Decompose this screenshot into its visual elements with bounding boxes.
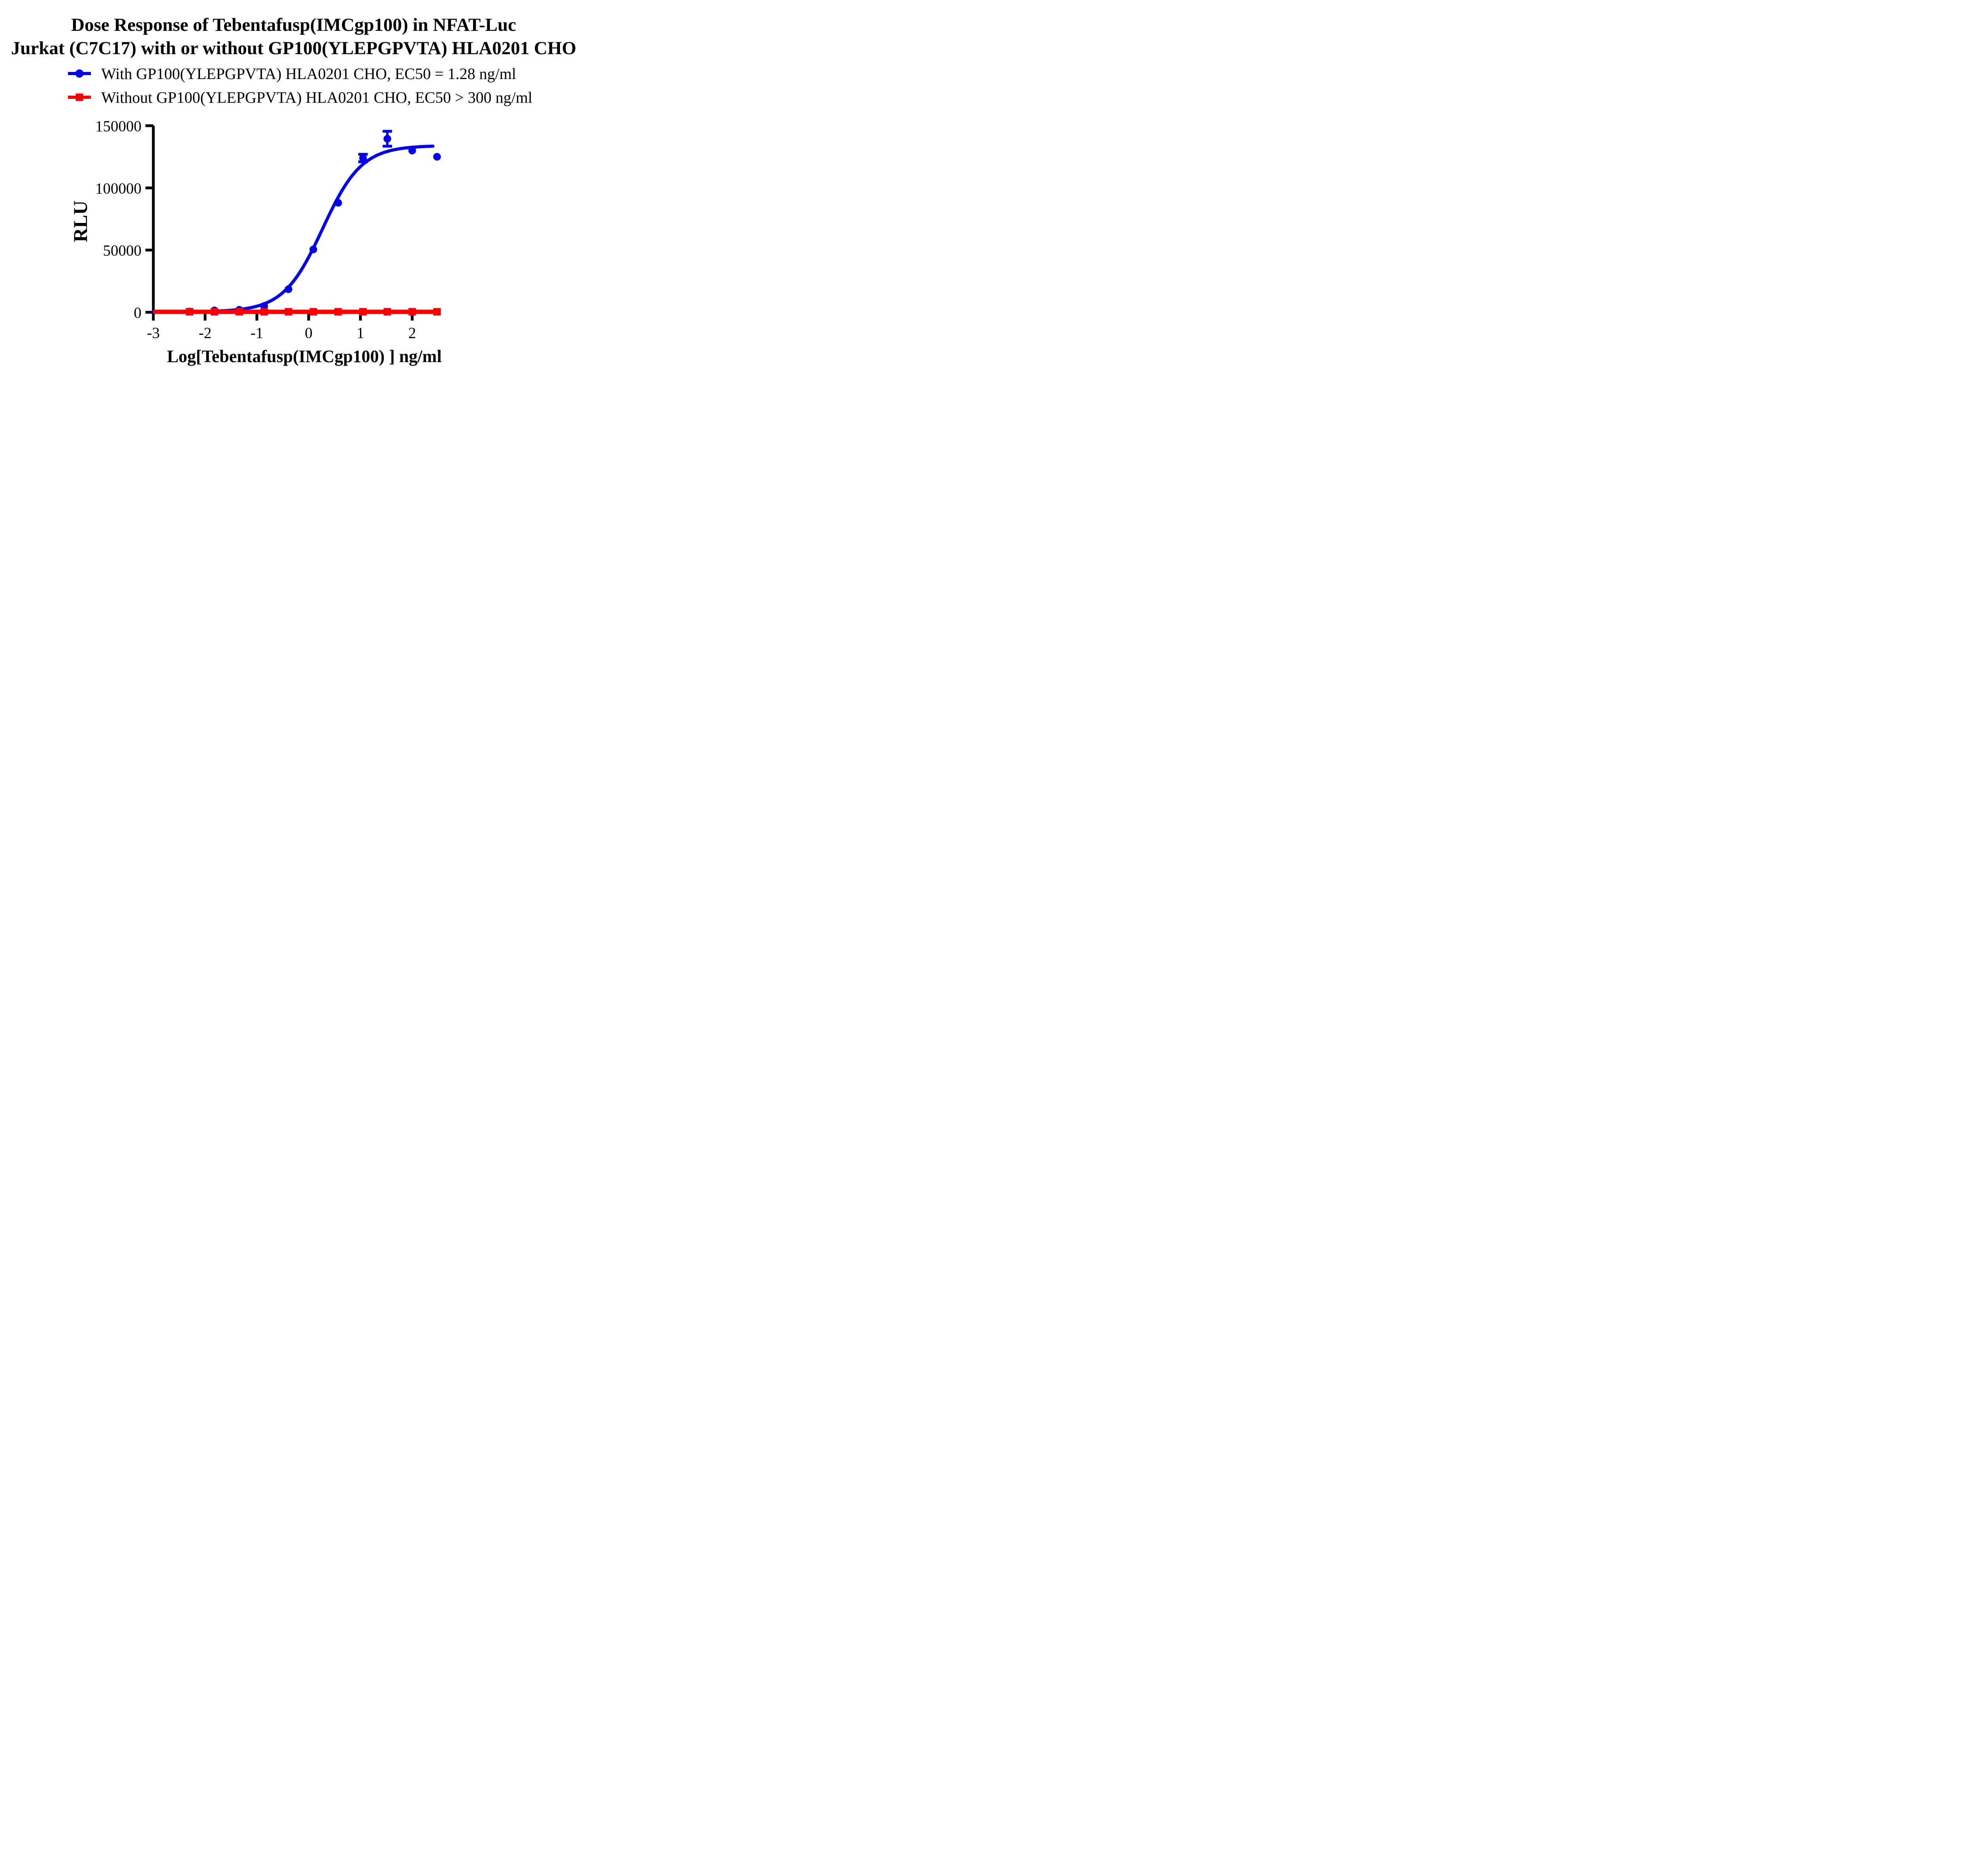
y-tick-label: 150000 — [95, 118, 141, 135]
data-point-red — [285, 308, 292, 316]
x-tick-label: 0 — [305, 325, 313, 342]
data-point-red — [408, 308, 416, 316]
data-point-red — [433, 308, 441, 316]
x-tick-label: 2 — [408, 325, 416, 342]
legend-label-without: Without GP100(YLEPGPVTA) HLA0201 CHO, EC… — [101, 88, 533, 106]
fit-curve-with-gp100 — [152, 144, 435, 313]
data-point-red — [359, 308, 367, 316]
chart-title-line1: Dose Response of Tebentafusp(IMCgp100) i… — [71, 15, 516, 35]
y-tick-label: 100000 — [95, 180, 141, 197]
data-point-blue — [433, 153, 441, 161]
legend-item-with-gp100: With GP100(YLEPGPVTA) HLA0201 CHO, EC50 … — [68, 62, 532, 85]
plot-area: 0 50000 100000 150000 -3 -2 -1 0 1 2 Log[Tebentafu… — [69, 118, 442, 366]
data-point-red — [211, 308, 219, 316]
data-point-blue — [334, 199, 342, 207]
data-point-blue — [359, 154, 367, 162]
legend-item-without-gp100: Without GP100(YLEPGPVTA) HLA0201 CHO, EC… — [68, 85, 532, 109]
data-point-red — [309, 308, 317, 316]
x-tick-label: -1 — [251, 325, 264, 342]
legend-marker-with — [68, 62, 91, 85]
data-point-red — [235, 308, 243, 316]
x-tick-label: -2 — [199, 325, 212, 342]
chart-title-line2: Jurkat (C7C17) with or without GP100(YLE… — [11, 38, 577, 59]
y-axis-title: RLU — [69, 200, 91, 242]
square-marker-icon — [75, 93, 83, 101]
data-point-blue — [383, 135, 391, 143]
data-point-red — [334, 308, 342, 316]
x-axis-title: Log[Tebentafusp(IMCgp100) ] ng/ml — [167, 347, 441, 366]
legend-label-with: With GP100(YLEPGPVTA) HLA0201 CHO, EC50 … — [101, 64, 516, 83]
data-point-red — [383, 308, 391, 316]
data-point-blue — [408, 147, 416, 155]
x-tick-label: 1 — [356, 325, 364, 342]
data-point-red — [186, 308, 194, 316]
y-tick-label: 0 — [134, 304, 142, 321]
chart-title: Dose Response of Tebentafusp(IMCgp100) i… — [0, 13, 587, 60]
x-tick-label: -3 — [147, 325, 160, 342]
data-point-red — [260, 308, 268, 316]
y-tick-label: 50000 — [103, 242, 142, 259]
data-point-blue — [285, 285, 292, 293]
circle-marker-icon — [75, 69, 84, 78]
data-point-blue — [309, 245, 317, 253]
legend-marker-without — [68, 85, 91, 109]
figure: Dose Response of Tebentafusp(IMCgp100) i… — [0, 0, 587, 376]
data-point-blue — [260, 302, 268, 310]
legend: With GP100(YLEPGPVTA) HLA0201 CHO, EC50 … — [68, 62, 532, 109]
